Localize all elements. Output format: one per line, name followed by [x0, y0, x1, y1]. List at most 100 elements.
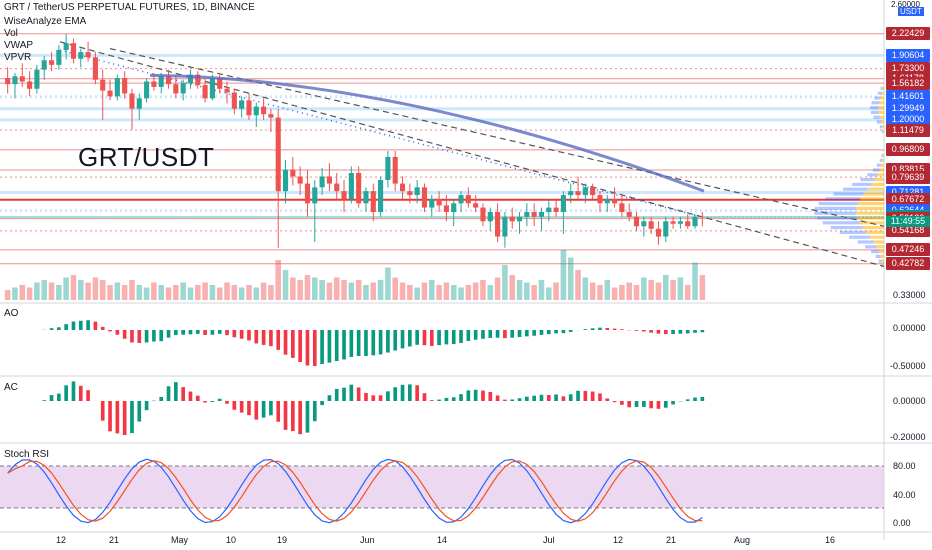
candle-body — [378, 179, 384, 213]
candle-body — [187, 74, 194, 84]
volume-bar — [619, 285, 625, 300]
candle-body — [487, 212, 493, 222]
candle-body — [5, 78, 11, 85]
candle-body — [261, 106, 267, 115]
candle-body — [129, 93, 135, 109]
price-axis-top-label: 2.60000 — [891, 0, 920, 9]
volume-profile-bar — [881, 154, 883, 158]
candle-body — [480, 207, 486, 222]
candle-body — [385, 156, 391, 180]
candle-body — [560, 195, 566, 213]
volume-bar — [319, 280, 325, 300]
volume-profile-bar — [882, 154, 884, 158]
volume-bar — [538, 280, 545, 300]
symbol-title: GRT / TetherUS PERPETUAL FUTURES, 1D, BI… — [4, 2, 255, 13]
volume-profile-bar — [856, 211, 884, 215]
volume-profile-bar — [877, 91, 882, 95]
volume-bar — [195, 285, 201, 300]
volume-profile-bar — [857, 240, 874, 244]
ac-pane-label: AC — [4, 382, 18, 393]
candle-body — [92, 57, 98, 80]
volume-profile-bar — [881, 163, 884, 167]
volume-bar — [231, 285, 238, 300]
volume-bar — [326, 282, 333, 300]
candle-body — [641, 221, 647, 227]
volume-profile-bar — [818, 202, 858, 206]
volume-profile-bar — [876, 245, 884, 249]
volume-profile-bar — [830, 226, 863, 230]
price-badge-0: 2.22429 — [886, 27, 930, 41]
indicator-vpvr-label[interactable]: VPVR — [4, 52, 32, 63]
volume-profile-bar — [880, 86, 883, 90]
candle-body — [699, 216, 705, 218]
currency-label[interactable]: USDT — [898, 7, 924, 16]
volume-bar — [34, 282, 40, 300]
stoch-rsi-pane-label: Stoch RSI — [4, 449, 50, 460]
volume-profile-bar — [879, 158, 883, 162]
volume-profile-bar — [866, 230, 884, 234]
volume-profile-bar — [863, 192, 884, 196]
volume-bar — [465, 285, 472, 300]
volume-bar — [246, 285, 252, 300]
candle-body — [575, 191, 581, 196]
volume-bar — [589, 282, 596, 300]
volume-profile-bar — [814, 206, 857, 210]
volume-bar — [158, 285, 164, 300]
volume-profile-bar — [881, 91, 884, 95]
volume-profile-bar — [881, 130, 884, 134]
volume-bar — [268, 285, 274, 300]
volume-bar — [414, 287, 420, 300]
candle-body — [597, 195, 603, 204]
volume-bar — [655, 282, 662, 300]
volume-bar — [70, 275, 77, 300]
price-badge-8: 1.11479 — [886, 123, 930, 137]
volume-bar — [472, 282, 479, 300]
candle-body — [202, 85, 208, 99]
volume-bar — [670, 280, 676, 300]
volume-bar — [421, 282, 428, 300]
volume-bar — [582, 277, 589, 300]
volume-bar — [63, 277, 69, 300]
candle-body — [648, 221, 654, 229]
volume-profile-bar — [857, 202, 884, 206]
candle-body — [341, 191, 347, 200]
candle-body — [590, 187, 596, 196]
volume-bar — [19, 285, 26, 300]
time-axis-tick: 21 — [109, 535, 120, 545]
volume-profile-bar — [882, 158, 884, 162]
volume-bar — [85, 282, 91, 300]
indicator-vwap-label[interactable]: VWAP — [4, 40, 34, 51]
ao-pane-label: AO — [4, 308, 19, 319]
ac-axis-tick-0: 0.00000 — [893, 396, 926, 406]
volume-profile-bar — [865, 245, 877, 249]
indicator-vol-label[interactable]: Vol — [4, 28, 18, 39]
volume-profile-bar — [871, 182, 884, 186]
candle-body — [122, 78, 128, 94]
candle-body — [282, 169, 289, 192]
volume-profile-bar — [874, 178, 884, 182]
volume-bar — [626, 282, 632, 300]
candle-body — [34, 69, 40, 89]
candle-body — [78, 52, 84, 59]
volume-bar — [611, 287, 618, 300]
volume-bar — [377, 280, 384, 300]
volume-profile-bar — [875, 254, 881, 258]
volume-bar — [312, 277, 318, 300]
ac-axis-tick-1: -0.20000 — [890, 432, 926, 442]
price-badge-19: 0.42782 — [886, 257, 930, 271]
volume-bar — [487, 285, 494, 300]
rsi-axis-tick-40: 40.00 — [893, 490, 916, 500]
time-axis-tick: 21 — [666, 535, 677, 545]
candle-body — [692, 216, 698, 227]
candle-body — [239, 100, 245, 109]
price-axis-bottom-label: 0.33000 — [893, 290, 926, 300]
candle-body — [85, 52, 91, 58]
volume-bar — [567, 257, 574, 300]
indicator-ema-label[interactable]: WiseAnalyze EMA — [4, 16, 87, 27]
candle-body — [114, 78, 120, 97]
candle-body — [633, 216, 640, 227]
volume-bar — [692, 262, 698, 300]
volume-bar — [99, 280, 106, 300]
time-axis-tick: Jul — [543, 535, 555, 545]
